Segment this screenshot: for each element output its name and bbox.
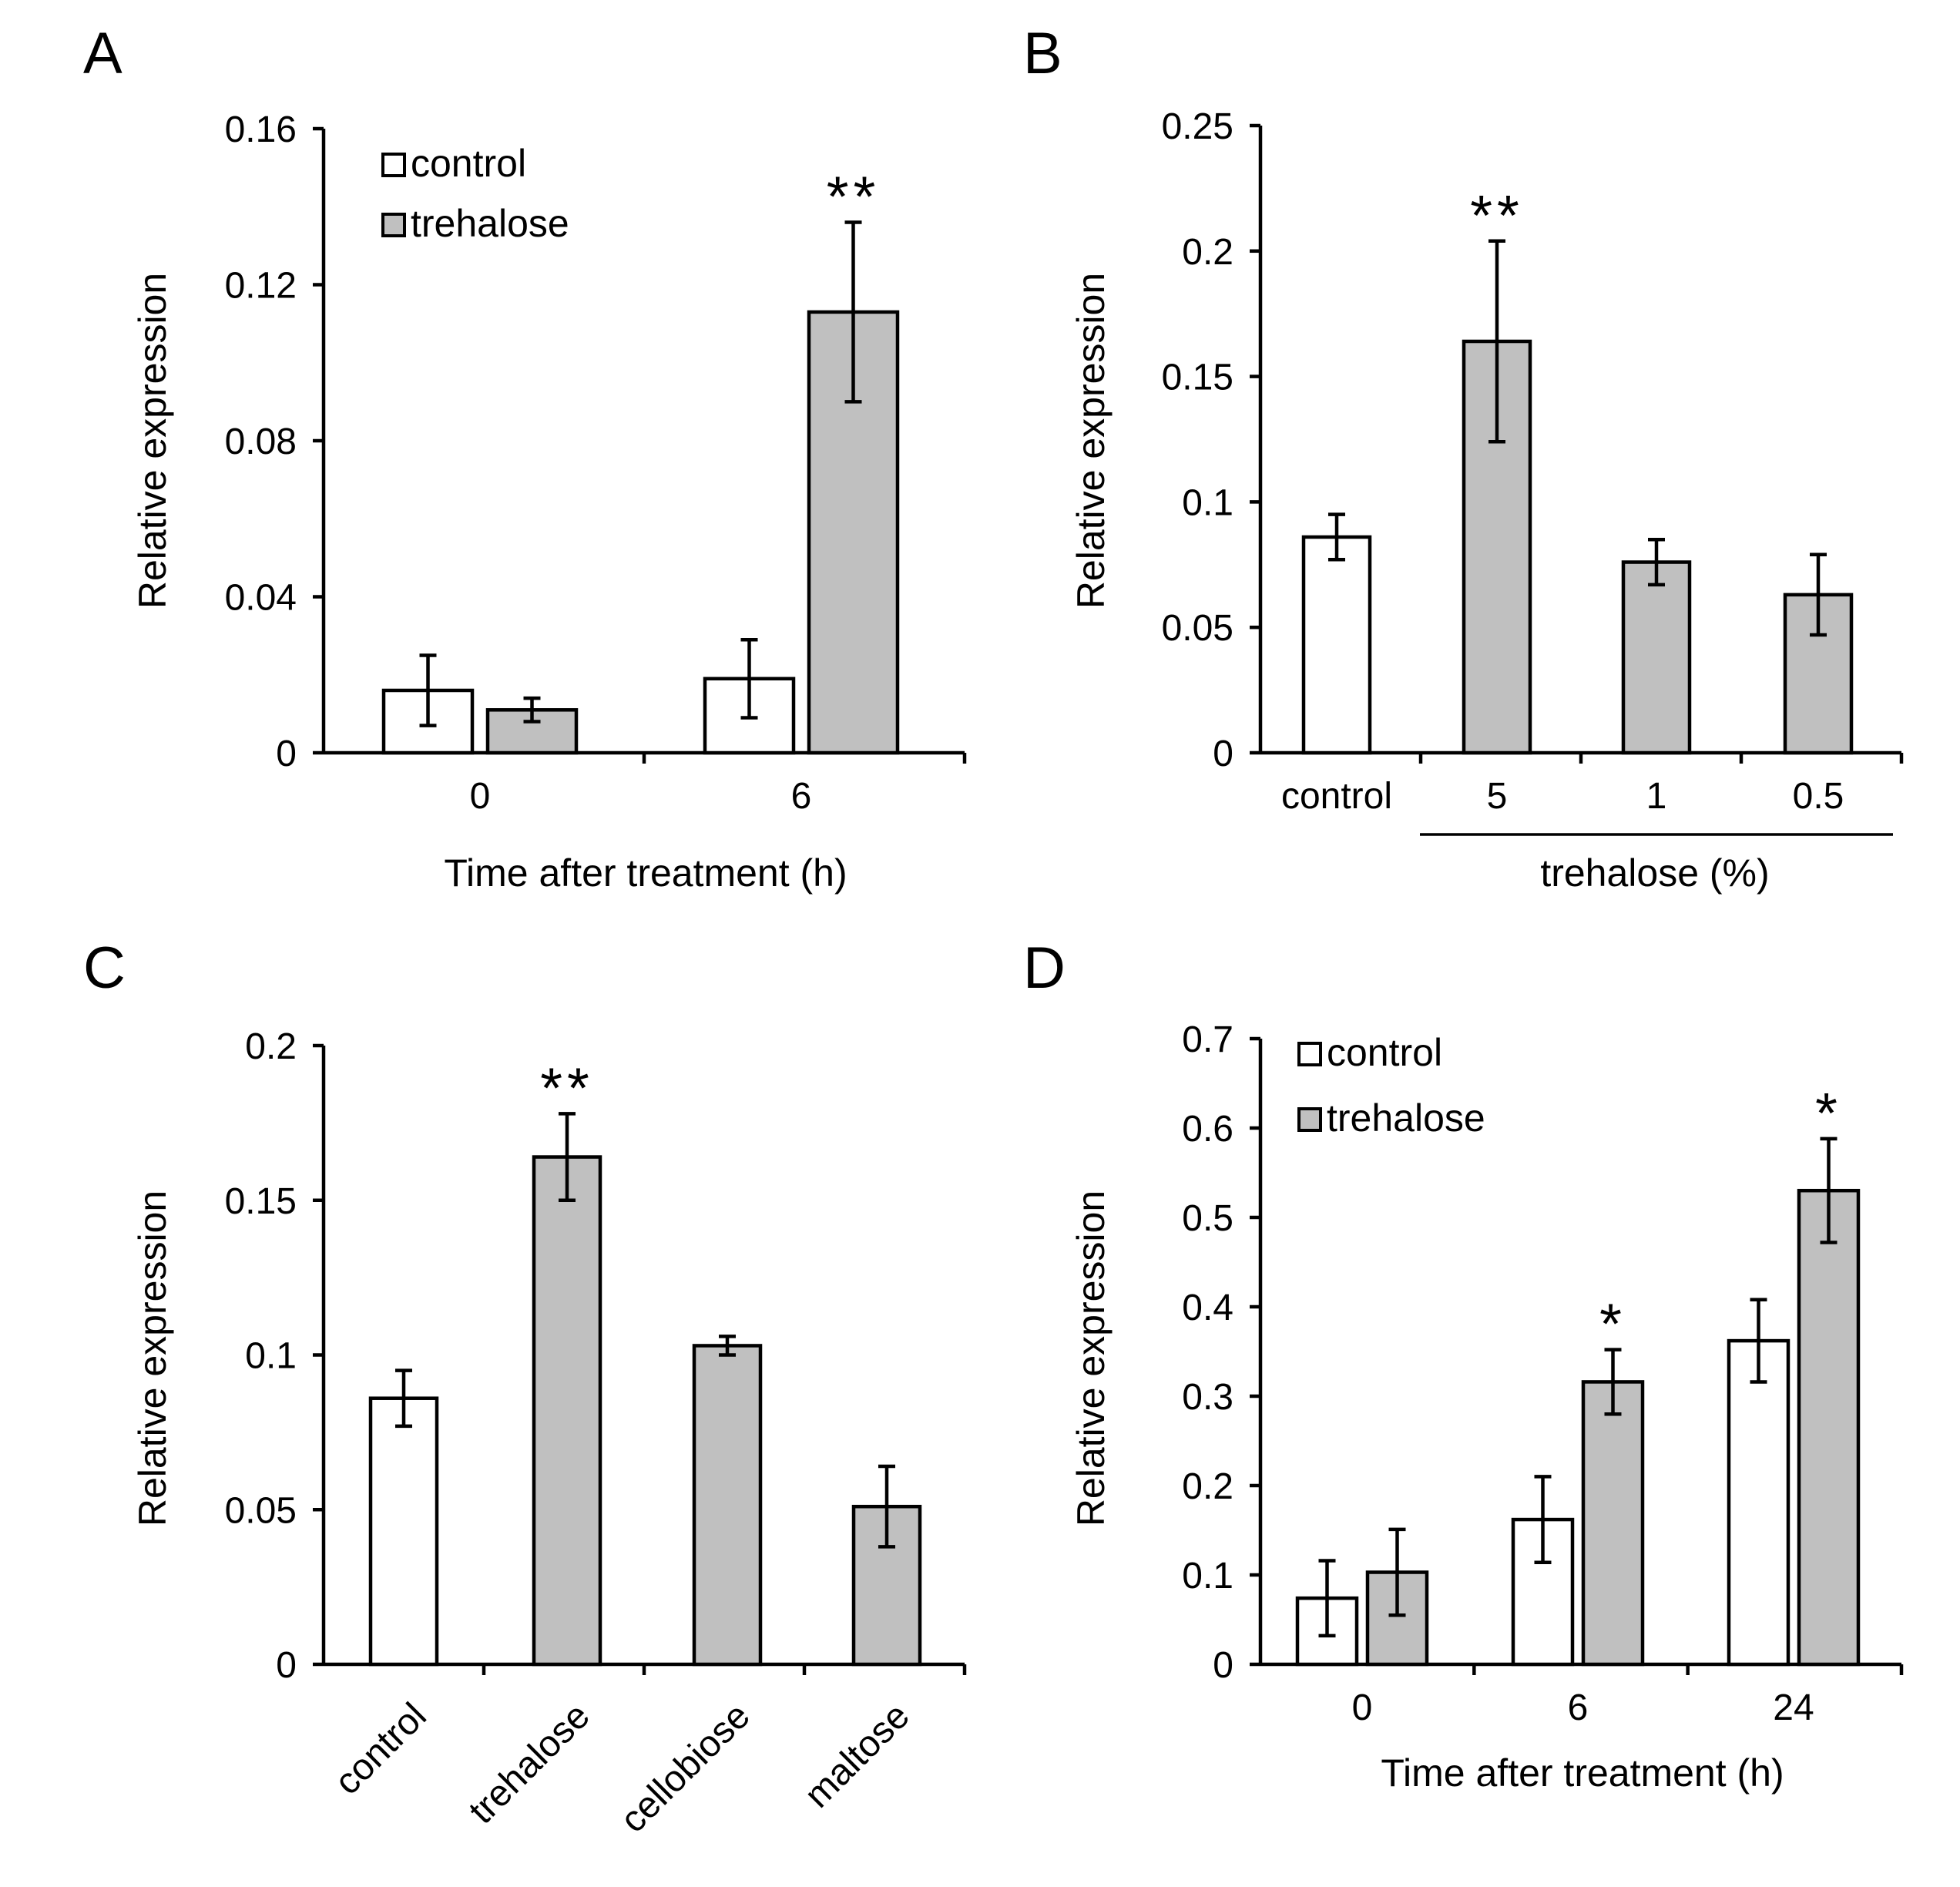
x-tick-label: 1 [1646, 776, 1667, 817]
y-tick-label: 0.3 [1182, 1377, 1233, 1418]
bar [692, 1344, 763, 1667]
y-tick-label: 0 [276, 734, 297, 774]
panel-b: B 0 0.05 0.1 0.15 0.2 0.25 Relative expression c… [1023, 21, 1904, 895]
y-tick-label: 0.04 [225, 578, 297, 619]
x-tick-label: 24 [1773, 1687, 1814, 1728]
legend-label-control: control [1327, 1031, 1442, 1074]
y-tick-label: 0 [276, 1645, 297, 1686]
legend-swatch-trehalose [1297, 1107, 1322, 1132]
y-tick-label: 0.2 [245, 1026, 297, 1067]
y-tick-label: 0.12 [225, 266, 297, 307]
y-tick-label: 0.05 [1162, 608, 1233, 649]
legend-label-control: control [411, 142, 526, 185]
panel-letter: B [1023, 21, 1062, 86]
y-tick-label: 0.08 [225, 421, 297, 462]
y-tick-label: 0.15 [1162, 358, 1233, 398]
legend-label-trehalose: trehalose [1327, 1096, 1485, 1140]
bar [368, 1396, 439, 1667]
y-tick-label: 0 [1213, 1645, 1233, 1686]
y-tick-label: 0.7 [1182, 1019, 1233, 1060]
x-axis-title: Time after treatment (h) [444, 851, 847, 895]
bar [1727, 1338, 1791, 1667]
x-tick-label: 5 [1487, 776, 1508, 817]
y-tick-label: 0.05 [225, 1490, 297, 1531]
legend-swatch-control [381, 153, 406, 177]
x-tick-label: control [1281, 776, 1392, 817]
x-tick-label: cellobiose [612, 1695, 757, 1840]
x-tick-label: 0 [470, 776, 491, 817]
y-tick-label: 0.4 [1182, 1288, 1233, 1328]
y-tick-label: 0.1 [245, 1336, 297, 1377]
y-axis-title: Relative expression [131, 273, 174, 609]
significance-marker: * [1599, 1292, 1626, 1356]
y-tick-label: 0.1 [1182, 1556, 1233, 1597]
panel-d: D 0 0.1 0.2 0.3 0.4 0.5 0.6 0.7 Relative expressi… [1023, 935, 1904, 1795]
x-tick-label: control [327, 1695, 434, 1802]
x-tick-label: 6 [1568, 1687, 1589, 1728]
y-axis-title: Relative expression [131, 1190, 174, 1526]
y-tick-label: 0.2 [1182, 232, 1233, 273]
panel-letter: C [83, 935, 126, 1001]
panel-c: C 0 0.05 0.1 0.15 0.2 Relative expression contr… [83, 935, 967, 1841]
bar [532, 1155, 602, 1667]
x-tick-label: 6 [791, 776, 812, 817]
y-tick-label: 0.6 [1182, 1109, 1233, 1150]
y-tick-label: 0.25 [1162, 106, 1233, 147]
legend-swatch-control [1297, 1042, 1322, 1066]
y-tick-label: 0.5 [1182, 1198, 1233, 1239]
y-tick-label: 0.2 [1182, 1466, 1233, 1507]
y-axis-title: Relative expression [1069, 273, 1113, 609]
y-tick-label: 0.1 [1182, 482, 1233, 523]
x-axis-title: Time after treatment (h) [1381, 1751, 1784, 1795]
bar [1581, 1380, 1645, 1667]
x-tick-label: 0 [1352, 1687, 1373, 1728]
y-tick-label: 0 [1213, 734, 1233, 774]
bar [1301, 535, 1372, 755]
x-axis-title: trehalose (%) [1540, 851, 1769, 895]
significance-marker: * [1815, 1081, 1842, 1145]
bar [1621, 560, 1692, 755]
significance-marker: ** [1470, 183, 1524, 247]
legend-label-trehalose: trehalose [411, 202, 569, 245]
significance-marker: ** [540, 1056, 594, 1120]
panel-letter: D [1023, 935, 1066, 1001]
y-tick-label: 0.16 [225, 109, 297, 150]
x-tick-label: 0.5 [1793, 776, 1844, 817]
y-axis-title: Relative expression [1069, 1190, 1113, 1526]
panel-letter: A [83, 21, 123, 86]
bar [1797, 1188, 1861, 1667]
panel-a: A 0 0.04 0.08 0.12 0.16 Relative expression 0 **… [83, 21, 967, 895]
x-tick-label: maltose [797, 1695, 917, 1815]
x-tick-label: trehalose [461, 1695, 598, 1832]
legend-swatch-trehalose [381, 213, 406, 237]
y-tick-label: 0.15 [225, 1181, 297, 1222]
significance-marker: ** [827, 165, 881, 229]
